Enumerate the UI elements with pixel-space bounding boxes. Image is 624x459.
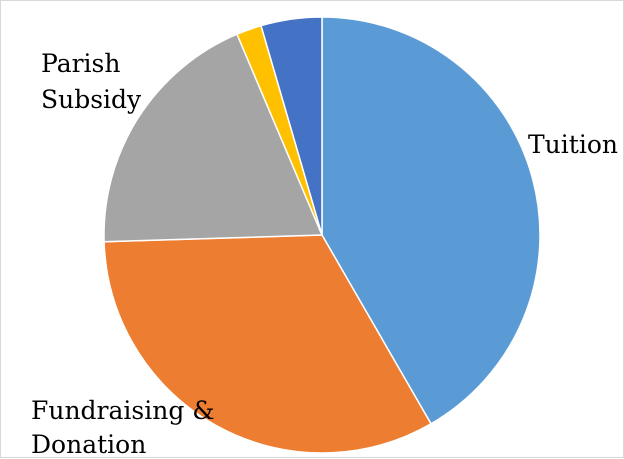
label-parish-line1: Parish bbox=[41, 49, 120, 78]
pie-slices bbox=[103, 16, 541, 454]
label-fundraising-line2: Donation bbox=[31, 430, 146, 459]
label-fundraising-line1: Fundraising & bbox=[31, 396, 215, 425]
label-parish-subsidy: Parish Subsidy bbox=[41, 49, 142, 114]
slice-unlabeled-4 bbox=[260, 16, 323, 236]
slice-tuition bbox=[321, 16, 541, 425]
label-tuition: Tuition bbox=[528, 130, 618, 159]
slice-fundraising-donation bbox=[103, 234, 433, 454]
label-fundraising-donation: Fundraising & Donation bbox=[31, 396, 223, 459]
pie-labels: Tuition Fundraising & Donation Parish Su… bbox=[31, 49, 618, 459]
slice-parish-subsidy bbox=[103, 33, 324, 243]
label-parish-line2: Subsidy bbox=[41, 85, 142, 114]
